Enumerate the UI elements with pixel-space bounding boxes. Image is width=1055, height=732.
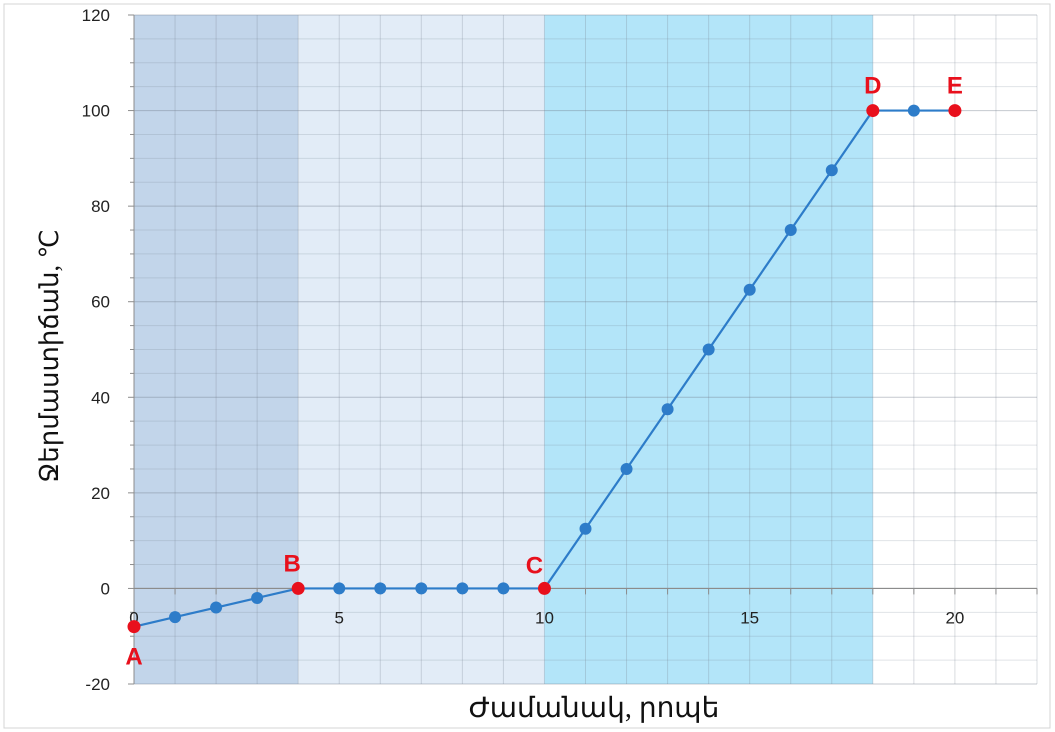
- data-point: [415, 582, 428, 595]
- data-point: [456, 582, 469, 595]
- y-tick-labels: -20 0 20 40 60 80 100 120: [82, 6, 110, 694]
- x-tick-labels: 0 5 10 15 20: [129, 608, 964, 627]
- shaded-regions: [134, 15, 873, 684]
- point-label-A: A: [125, 644, 142, 671]
- y-axis-label: Ջերմաստիճան, ℃: [35, 229, 64, 482]
- x-axis-label: Ժամանակ, րոպե: [469, 693, 720, 724]
- point-label-E: E: [947, 73, 963, 100]
- x-tick-label: 0: [129, 608, 138, 627]
- key-point-E: [948, 104, 962, 118]
- key-point-D: [866, 104, 880, 118]
- x-tick-label: 10: [535, 608, 554, 627]
- y-tick-label: 0: [101, 579, 110, 598]
- x-tick-label: 15: [740, 608, 759, 627]
- y-tick-label: -20: [85, 675, 110, 694]
- y-tick-label: 100: [82, 102, 110, 121]
- y-tick-label: 80: [91, 197, 110, 216]
- data-point: [497, 582, 510, 595]
- data-point: [661, 403, 674, 416]
- data-point: [169, 611, 182, 624]
- data-point: [374, 582, 387, 595]
- data-point: [907, 104, 920, 117]
- point-labels: A B C D E: [125, 73, 963, 671]
- data-point: [251, 591, 264, 604]
- data-point: [784, 224, 797, 237]
- point-label-D: D: [864, 73, 881, 100]
- data-point: [743, 283, 756, 296]
- shaded-region-2: [298, 15, 545, 684]
- data-point: [620, 462, 633, 475]
- shaded-region-1: [134, 15, 299, 684]
- data-point: [702, 343, 715, 356]
- data-series: [127, 104, 962, 634]
- key-point-A: [127, 620, 141, 634]
- y-tick-label: 40: [91, 388, 110, 407]
- data-point: [825, 164, 838, 177]
- y-tick-label: 60: [91, 293, 110, 312]
- point-label-B: B: [284, 550, 301, 577]
- data-point: [210, 601, 223, 614]
- point-label-C: C: [526, 552, 543, 579]
- key-point-C: [537, 581, 551, 595]
- key-point-B: [291, 581, 305, 595]
- data-point: [579, 522, 592, 535]
- data-point: [333, 582, 346, 595]
- y-tick-label: 20: [91, 484, 110, 503]
- x-tick-label: 5: [334, 608, 343, 627]
- x-tick-label: 20: [945, 608, 964, 627]
- y-tick-label: 120: [82, 6, 110, 25]
